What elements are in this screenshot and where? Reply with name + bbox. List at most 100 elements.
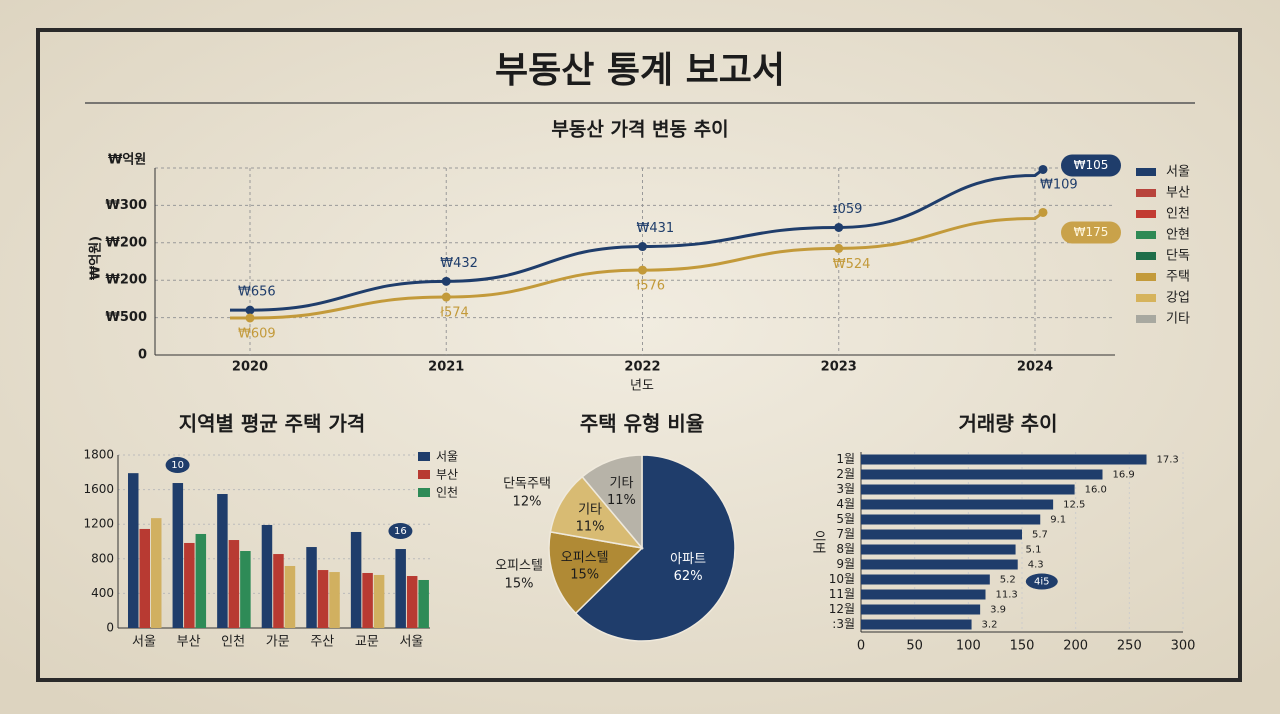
point-label: ł574 xyxy=(440,306,469,321)
y-tick-label: 0 xyxy=(106,621,114,635)
legend-swatch xyxy=(1136,231,1156,239)
bar xyxy=(240,551,251,628)
x-tick-label: 100 xyxy=(956,639,981,654)
chart-title: 주택 유형 비율 xyxy=(580,412,704,436)
bar xyxy=(861,529,1022,540)
legend-label: 서울 xyxy=(1166,165,1190,180)
x-tick-label: 2022 xyxy=(624,360,660,375)
bar xyxy=(861,619,972,630)
bar-annotation: 17.3 xyxy=(1157,455,1179,466)
bar-annotation: 11.3 xyxy=(996,590,1018,601)
x-tick-label: 부산 xyxy=(177,635,201,650)
y-axis-label: ₩억원) xyxy=(89,236,104,280)
point-label: ᵻ059 xyxy=(833,202,863,217)
y-tick-label: 400 xyxy=(91,586,114,600)
bar xyxy=(406,576,418,628)
bar xyxy=(861,484,1075,495)
label-bubble xyxy=(165,457,190,474)
x-axis-label: 년도 xyxy=(630,379,654,394)
x-tick-label: 2020 xyxy=(232,360,268,375)
y-tick-label: ₩500 xyxy=(106,310,147,325)
x-tick-label: 50 xyxy=(906,639,923,654)
point-label: ₩175 xyxy=(1074,225,1109,239)
bar xyxy=(861,544,1016,555)
data-point xyxy=(245,305,255,315)
bar-annotation: 3.9 xyxy=(990,605,1006,616)
bar-annotation: 5.1 xyxy=(1026,545,1042,556)
legend-swatch xyxy=(418,488,430,497)
y-tick-label: ₩200 xyxy=(106,235,147,250)
annotation: 15% xyxy=(505,577,534,592)
legend-swatch xyxy=(418,452,430,461)
slice-value: 15% xyxy=(570,567,599,582)
bar xyxy=(329,572,340,628)
x-tick-label: 서울 xyxy=(399,635,423,650)
bar xyxy=(861,559,1018,570)
bar xyxy=(373,574,385,628)
bar xyxy=(861,574,990,585)
data-point xyxy=(834,222,844,232)
x-tick-label: 2023 xyxy=(821,360,857,375)
label-bubble xyxy=(1061,221,1121,244)
point-label: ₩524 xyxy=(833,257,871,272)
y-tick-label: 12월 xyxy=(829,602,855,616)
bar-annotation: 16.0 xyxy=(1085,485,1107,496)
annotation: 10 xyxy=(171,460,184,471)
y-tick-label: 5월 xyxy=(836,512,855,526)
slice-label: 기타 xyxy=(578,503,602,518)
label-bubble xyxy=(1025,573,1058,590)
x-tick-label: 300 xyxy=(1171,639,1196,654)
x-tick-label: 가문 xyxy=(266,635,290,650)
legend-label: 서울 xyxy=(436,450,458,464)
slice-label: 오피스텔 xyxy=(561,550,609,565)
legend-label: 인천 xyxy=(1166,207,1190,222)
y-tick-label: 2월 xyxy=(836,467,855,481)
bar xyxy=(284,565,296,628)
y-tick-label: 7월 xyxy=(836,527,855,541)
bar xyxy=(172,483,184,628)
data-point xyxy=(834,243,844,253)
frame xyxy=(36,28,1242,682)
x-tick-label: 2024 xyxy=(1017,360,1053,375)
legend-swatch xyxy=(1136,315,1156,323)
slice-value: 11% xyxy=(576,520,605,535)
data-point xyxy=(638,242,647,252)
pie-slice xyxy=(581,454,643,551)
chart-title: 거래량 추이 xyxy=(959,412,1058,436)
pie-slice xyxy=(548,530,644,615)
bar xyxy=(861,514,1041,525)
slice-label: 아파트 xyxy=(670,552,706,567)
annotation: 12% xyxy=(513,495,542,510)
pie-slice xyxy=(549,475,644,550)
bar xyxy=(217,494,228,628)
bar-annotation: 12.5 xyxy=(1063,500,1085,511)
point-label: ₩431 xyxy=(637,221,675,236)
y-tick-label: 1800 xyxy=(83,448,114,462)
data-point xyxy=(1038,207,1048,217)
data-point xyxy=(638,265,647,275)
y-tick-label: :3월 xyxy=(832,617,855,631)
x-tick-label: 250 xyxy=(1117,639,1142,654)
chart-title: 부동산 가격 변동 추이 xyxy=(551,119,728,141)
bar-annotation: 5.2 xyxy=(1000,575,1016,586)
data-point xyxy=(441,292,451,302)
legend-label: 주택 xyxy=(1166,270,1190,285)
y-tick-label: ₩200 xyxy=(106,273,147,288)
bar xyxy=(317,570,329,628)
y-tick-label: 4월 xyxy=(836,497,855,511)
legend-label: 단독 xyxy=(1166,249,1190,264)
legend-label: 인천 xyxy=(436,485,458,500)
pie-slice xyxy=(574,454,736,642)
y-unit: ₩억원 xyxy=(108,153,146,168)
legend-swatch xyxy=(1136,168,1156,176)
legend-swatch xyxy=(1136,210,1156,218)
label-bubble xyxy=(388,523,413,540)
y-tick-label: 1200 xyxy=(83,517,114,531)
y-tick-label: 3월 xyxy=(836,482,855,496)
slice-value: 11% xyxy=(607,493,636,508)
bar xyxy=(273,554,284,628)
x-tick-label: 0 xyxy=(857,639,865,654)
y-tick-label: 800 xyxy=(91,551,114,565)
y-tick-label: 8월 xyxy=(836,542,855,556)
